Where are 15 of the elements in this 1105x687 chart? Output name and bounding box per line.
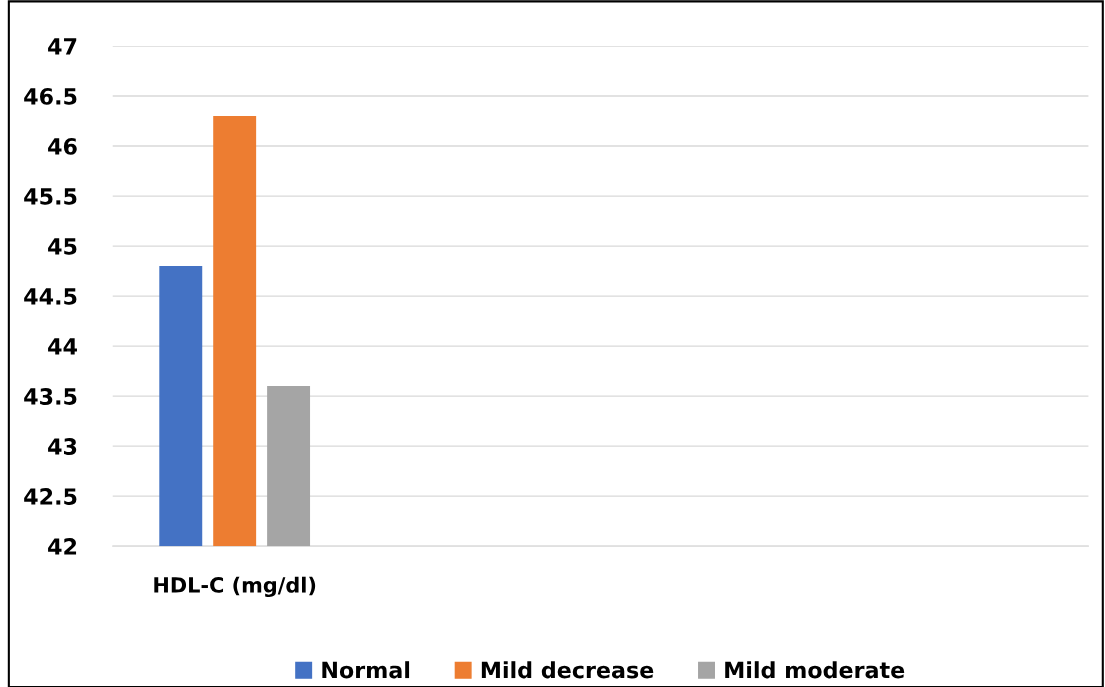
y-tick-label: 42.5 <box>24 488 77 505</box>
y-tick-label: 45 <box>48 238 77 255</box>
legend-label: Mild decrease <box>481 661 654 679</box>
y-tick-label: 46.5 <box>24 88 77 105</box>
y-tick-label: 43.5 <box>24 388 77 405</box>
y-tick-label: 43 <box>48 438 77 455</box>
y-tick-label: 42 <box>48 538 77 555</box>
y-tick-label: 46 <box>48 138 77 155</box>
y-tick-label: 44.5 <box>24 288 77 305</box>
legend-label: Normal <box>322 661 410 679</box>
y-tick-label: 47 <box>48 38 77 55</box>
y-tick-label: 44 <box>48 338 77 355</box>
y-tick-label: 45.5 <box>24 188 77 205</box>
legend-label: Mild moderate <box>725 661 905 679</box>
x-tick-label: HDL-C (mg/dl) <box>154 576 316 598</box>
